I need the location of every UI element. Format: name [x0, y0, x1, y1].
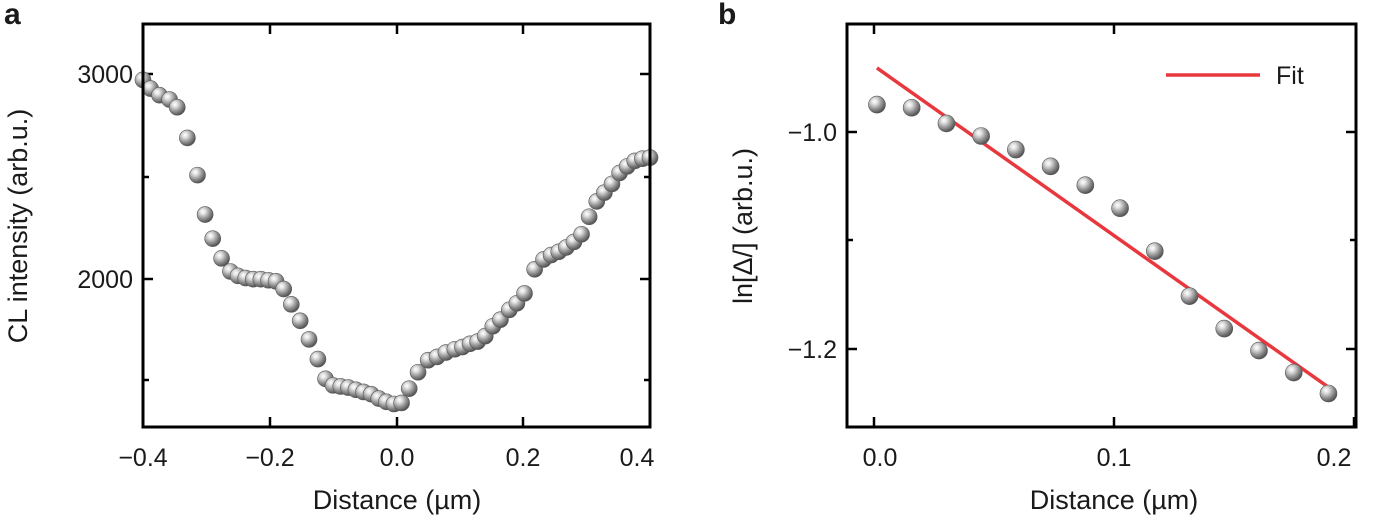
- panel-a-point: [517, 285, 533, 301]
- panel-b-point: [938, 115, 955, 132]
- figure: a 3000 2000 −0.4: [0, 0, 1378, 521]
- panel-b-xtick-label: 0.0: [863, 444, 898, 472]
- panel-a-point: [310, 351, 326, 367]
- panel-a-xtick-label: 0.2: [506, 444, 541, 472]
- panel-a-point: [283, 296, 299, 312]
- panel-b-ytick-labels: −1.0 −1.2: [788, 119, 837, 364]
- panel-b-point: [1042, 158, 1059, 175]
- panel-a-ytick-labels: 3000 2000: [77, 61, 133, 294]
- panel-a-point: [394, 395, 410, 411]
- panel-a-xlabel: Distance (µm): [313, 485, 482, 515]
- panel-b-letter: b: [718, 0, 736, 31]
- panel-a-point: [292, 313, 308, 329]
- panel-b-xtick-labels: 0.0 0.1 0.2: [863, 444, 1352, 472]
- panel-a-ytick-label: 3000: [77, 61, 133, 89]
- panel-b-xtick-label: 0.2: [1317, 444, 1352, 472]
- panel-a-point: [197, 207, 213, 223]
- panel-b-point: [1077, 177, 1094, 194]
- panel-a-xticks: [143, 24, 650, 427]
- panel-b-point: [868, 96, 885, 113]
- panel-a-xtick-label: −0.2: [245, 444, 294, 472]
- panel-b-point: [1320, 385, 1337, 402]
- panel-a-yticks: [143, 74, 650, 380]
- panel-a-data-points: [135, 72, 658, 412]
- legend: Fit: [1166, 62, 1304, 90]
- panel-b-ytick-label: −1.2: [788, 336, 837, 364]
- panel-a-xtick-labels: −0.4 −0.2 0.0 0.2 0.4: [118, 444, 654, 472]
- panel-a-ytick-label: 2000: [77, 266, 133, 294]
- panel-a-xtick-label: 0.4: [620, 444, 655, 472]
- panel-a-point: [574, 226, 590, 242]
- panel-b-point: [1181, 288, 1198, 305]
- panel-b-point: [1216, 320, 1233, 337]
- panel-b-yticks: [847, 132, 1356, 349]
- panel-a-point: [169, 99, 185, 115]
- panel-a: a 3000 2000 −0.4: [3, 0, 658, 515]
- panel-b-point: [1112, 200, 1129, 217]
- panel-a-letter: a: [4, 0, 21, 31]
- panel-a-point: [190, 167, 206, 183]
- panel-b-data-points: [868, 96, 1337, 402]
- panel-a-xtick-label: 0.0: [380, 444, 415, 472]
- panel-b-point: [1285, 364, 1302, 381]
- panel-b: b −1.0 −1.2 0.0 0.1 0.2 Distance (µm) ln…: [718, 0, 1356, 515]
- panel-a-point: [581, 209, 597, 225]
- panel-b-point: [1007, 141, 1024, 158]
- panel-a-point: [179, 130, 195, 146]
- panel-b-point: [1250, 342, 1267, 359]
- panel-b-xlabel: Distance (µm): [1030, 485, 1199, 515]
- panel-b-ylabel: ln[Δ/] (arb.u.): [728, 148, 758, 304]
- panel-a-point: [205, 231, 221, 247]
- legend-fit-label: Fit: [1276, 62, 1304, 90]
- panel-a-xtick-label: −0.4: [118, 444, 167, 472]
- panel-a-point: [401, 381, 417, 397]
- panel-a-point: [301, 331, 317, 347]
- panel-a-ylabel: CL intensity (arb.u.): [3, 109, 33, 344]
- panel-a-point: [276, 281, 292, 297]
- panel-a-frame: [143, 24, 650, 427]
- panel-b-point: [903, 99, 920, 116]
- panel-b-ytick-label: −1.0: [788, 119, 837, 147]
- panel-b-point: [973, 128, 990, 145]
- panel-b-point: [1146, 243, 1163, 260]
- panel-b-xtick-label: 0.1: [1097, 444, 1132, 472]
